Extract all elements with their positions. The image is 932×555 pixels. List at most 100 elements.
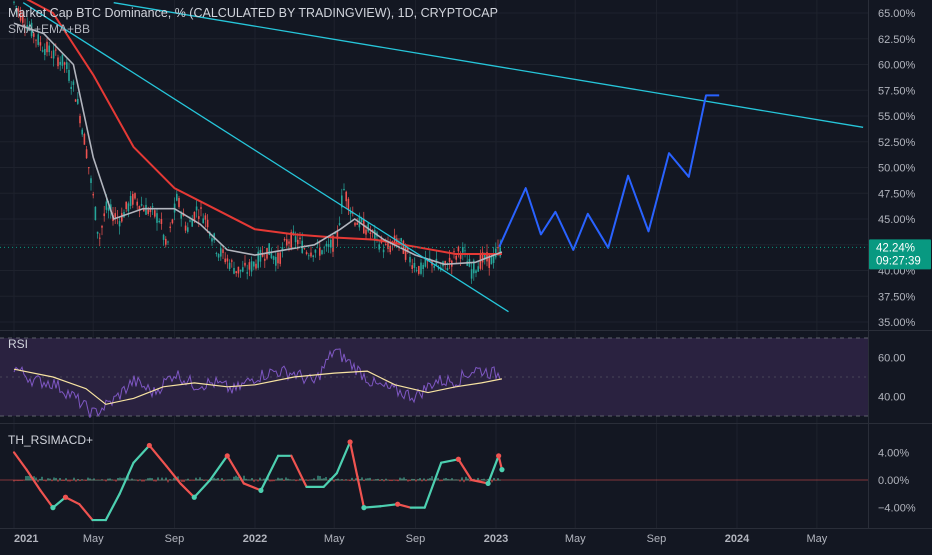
macd-line-segment bbox=[51, 496, 67, 509]
candle-body bbox=[204, 215, 207, 220]
macd-signal-dot bbox=[361, 505, 367, 511]
y-tick-label: 47.50% bbox=[878, 188, 916, 200]
macd-hist-bar bbox=[131, 478, 133, 481]
macd-hist-bar bbox=[385, 478, 387, 481]
candle-body bbox=[415, 270, 418, 271]
macd-hist-bar bbox=[411, 478, 413, 481]
macd-hist-bar bbox=[245, 478, 247, 481]
macd-hist-bar bbox=[91, 479, 93, 481]
candle-body bbox=[187, 227, 189, 232]
candle-body bbox=[264, 258, 266, 261]
macd-hist-bar bbox=[395, 480, 397, 481]
candle-body bbox=[290, 232, 292, 248]
macd-hist-bar bbox=[449, 479, 451, 481]
candle-body bbox=[486, 252, 488, 262]
macd-hist-bar bbox=[183, 480, 185, 483]
macd-signal-dot bbox=[224, 453, 230, 459]
candle-body bbox=[389, 245, 391, 253]
macd-hist-bar bbox=[283, 480, 285, 481]
macd-hist-bar bbox=[463, 480, 465, 483]
candle-body bbox=[228, 262, 231, 270]
candle-body bbox=[424, 258, 427, 267]
candle-body bbox=[136, 201, 138, 206]
macd-hist-bar bbox=[447, 478, 449, 481]
macd-hist-bar bbox=[25, 476, 27, 481]
macd-hist-bar bbox=[383, 480, 385, 482]
candle-body bbox=[37, 34, 39, 45]
macd-hist-bar bbox=[457, 479, 459, 481]
candle-body bbox=[404, 247, 407, 260]
candle-body bbox=[446, 268, 449, 271]
macd-hist-bar bbox=[117, 478, 119, 481]
macd-hist-bar bbox=[279, 478, 281, 481]
candle-body bbox=[418, 266, 420, 274]
macd-hist-bar bbox=[143, 480, 145, 482]
macd-hist-bar bbox=[491, 480, 493, 483]
macd-hist-bar bbox=[379, 480, 381, 481]
candle-body bbox=[215, 252, 218, 254]
macd-hist-bar bbox=[147, 478, 149, 481]
candle-body bbox=[365, 229, 367, 235]
macd-signal-dot bbox=[62, 494, 69, 500]
candle-body bbox=[72, 81, 75, 85]
macd-hist-bar bbox=[181, 480, 183, 482]
macd-line-segment bbox=[470, 478, 490, 485]
candle-body bbox=[68, 69, 70, 81]
candle-body bbox=[226, 258, 229, 262]
macd-hist-bar bbox=[441, 480, 443, 482]
macd-hist-bar bbox=[133, 479, 135, 481]
candle-body bbox=[354, 222, 356, 226]
candle-body bbox=[121, 213, 123, 222]
rsi-legend[interactable]: RSI bbox=[8, 337, 29, 351]
ema-line bbox=[26, 0, 502, 255]
macd-hist-bar bbox=[145, 479, 147, 481]
macd-hist-bar bbox=[365, 478, 367, 481]
macd-hist-bar bbox=[231, 479, 233, 481]
candle-body bbox=[374, 230, 376, 241]
macd-hist-bar bbox=[477, 477, 479, 481]
candle-body bbox=[268, 243, 270, 255]
macd-hist-bar bbox=[161, 477, 163, 481]
macd-hist-bar bbox=[201, 479, 203, 481]
candle-body bbox=[433, 265, 435, 268]
macd-hist-bar bbox=[401, 478, 403, 481]
candle-body bbox=[255, 263, 257, 269]
macd-hist-bar bbox=[393, 479, 395, 481]
macd-hist-bar bbox=[347, 480, 349, 481]
macd-line-segment bbox=[39, 489, 55, 509]
macd-hist-bar bbox=[199, 477, 201, 481]
macd-hist-bar bbox=[77, 478, 79, 481]
macd-hist-bar bbox=[83, 480, 85, 481]
candle-body bbox=[94, 206, 97, 221]
candle-body bbox=[277, 252, 279, 264]
macd-hist-bar bbox=[453, 479, 455, 481]
macd-hist-bar bbox=[337, 478, 339, 481]
macd-hist-bar bbox=[157, 477, 159, 481]
macd-hist-bar bbox=[261, 479, 263, 481]
candle-body bbox=[107, 207, 110, 211]
macd-hist-bar bbox=[413, 478, 415, 481]
candle-body bbox=[422, 264, 424, 270]
macd-hist-bar bbox=[189, 480, 191, 481]
macd-hist-bar bbox=[321, 478, 323, 481]
macd-hist-bar bbox=[255, 479, 257, 481]
candle-body bbox=[288, 241, 290, 244]
x-tick-label: Sep bbox=[647, 533, 667, 545]
macd-hist-bar bbox=[69, 480, 71, 482]
macd-hist-bar bbox=[35, 477, 37, 481]
macd-signal-dot bbox=[50, 505, 56, 511]
macd-hist-bar bbox=[169, 479, 171, 481]
macd-hist-bar bbox=[439, 480, 441, 482]
indicator-legend[interactable]: SMA+EMA+BB bbox=[8, 22, 91, 36]
macd-line-segment bbox=[118, 461, 135, 495]
macd-signal-dot bbox=[496, 453, 502, 459]
macd-hist-bar bbox=[431, 476, 433, 481]
macd-hist-bar bbox=[291, 479, 293, 481]
candle-body bbox=[92, 194, 94, 196]
candle-body bbox=[400, 238, 402, 242]
macd-legend[interactable]: TH_RSIMACD+ bbox=[8, 433, 94, 447]
candle-body bbox=[409, 256, 411, 263]
macd-hist-bar bbox=[103, 480, 105, 481]
